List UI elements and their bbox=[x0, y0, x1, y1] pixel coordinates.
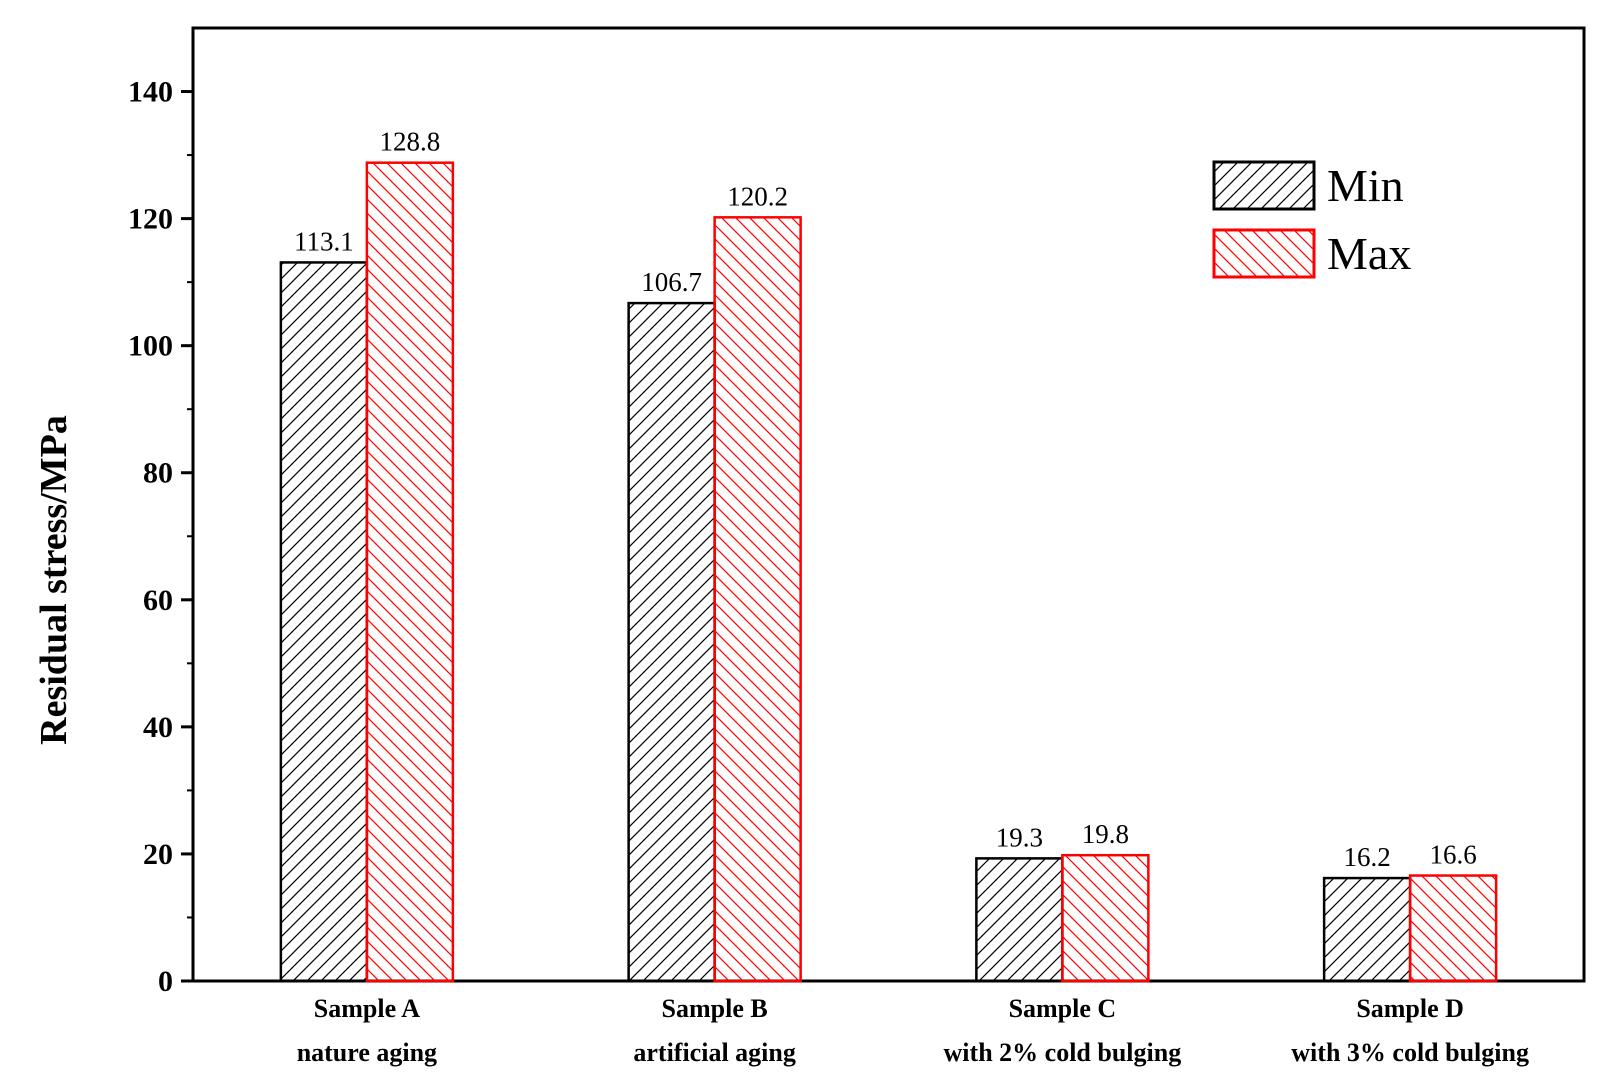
bar-max bbox=[1408, 874, 1498, 983]
x-tick-label: artificial aging bbox=[633, 1038, 795, 1067]
x-tick-label: nature aging bbox=[297, 1038, 437, 1067]
bar-min bbox=[975, 857, 1064, 983]
y-tick-label: 20 bbox=[143, 838, 173, 871]
data-labels: 113.1 128.8 106.7 120.2 19.3 19.8 16.2 16.6 bbox=[294, 127, 1477, 872]
data-label: 113.1 bbox=[294, 226, 354, 256]
x-tick-label: Sample A bbox=[314, 994, 420, 1023]
legend-label-max: Max bbox=[1327, 228, 1411, 279]
data-label: 19.8 bbox=[1082, 819, 1129, 849]
legend-swatch-max bbox=[1212, 228, 1316, 279]
legend-label-min: Min bbox=[1327, 160, 1404, 211]
bar-min bbox=[627, 301, 716, 983]
data-label: 120.2 bbox=[727, 181, 788, 211]
bar-max bbox=[713, 216, 802, 983]
data-label: 16.6 bbox=[1430, 840, 1477, 870]
bars bbox=[279, 161, 1498, 983]
y-tick-label: 60 bbox=[143, 584, 173, 617]
data-label: 19.3 bbox=[996, 822, 1043, 852]
bar-min bbox=[1322, 876, 1412, 983]
x-axis-labels: Sample A nature aging Sample B artificial a… bbox=[297, 994, 1529, 1067]
y-tick-label: 120 bbox=[128, 203, 173, 236]
y-tick-label: 40 bbox=[143, 711, 173, 744]
data-label: 16.2 bbox=[1344, 842, 1391, 872]
plot-frame bbox=[191, 26, 1586, 983]
y-axis-title: Residual stress/MPa bbox=[33, 415, 75, 745]
bar-max bbox=[1061, 853, 1150, 983]
y-tick-label: 80 bbox=[143, 457, 173, 490]
legend: Min Max bbox=[1212, 160, 1411, 279]
y-tick-label: 140 bbox=[128, 76, 173, 109]
y-tick-label: 100 bbox=[128, 330, 173, 363]
x-tick-label: with 2% cold bulging bbox=[944, 1038, 1182, 1067]
y-tick-label: 0 bbox=[158, 965, 173, 998]
y-axis: 0 20 40 60 80 100 120 140 bbox=[128, 76, 193, 998]
x-tick-label: with 3% cold bulging bbox=[1291, 1038, 1529, 1067]
x-tick-label: Sample D bbox=[1356, 994, 1464, 1023]
x-tick-label: Sample B bbox=[662, 994, 768, 1023]
legend-swatch-min bbox=[1212, 160, 1316, 211]
bar-min bbox=[279, 261, 369, 983]
data-label: 128.8 bbox=[380, 127, 441, 157]
data-label: 106.7 bbox=[641, 267, 702, 297]
bar-max bbox=[365, 161, 455, 983]
x-tick-label: Sample C bbox=[1009, 994, 1117, 1023]
